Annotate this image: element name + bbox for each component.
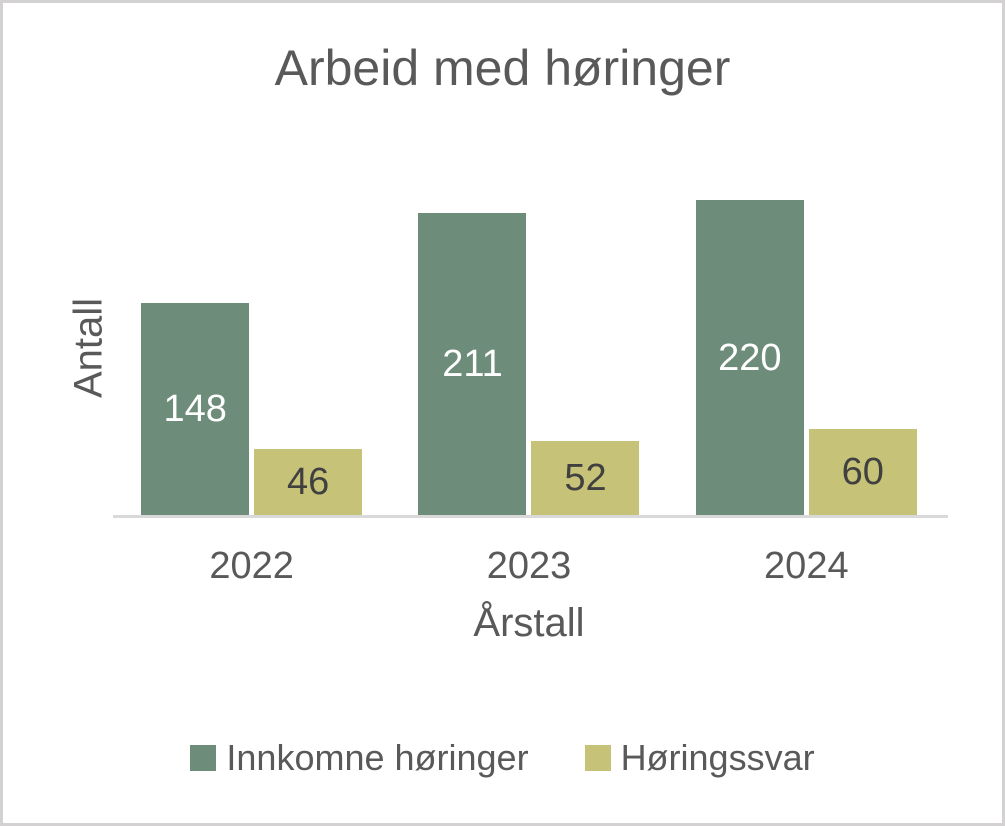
x-axis-line <box>113 515 948 518</box>
bar-value-label: 60 <box>841 451 884 493</box>
plot-area: 148 46 211 52 220 60 <box>113 3 945 515</box>
x-tick-2024: 2024 <box>764 545 849 587</box>
bar-group-2023: 211 52 <box>390 213 667 515</box>
bar-group-2024: 220 60 <box>668 200 945 515</box>
legend-swatch-icon <box>190 745 217 771</box>
x-tick-2023: 2023 <box>486 545 572 587</box>
x-tick-2022: 2022 <box>209 545 294 587</box>
bar-value-label: 211 <box>442 343 503 385</box>
chart-title: Arbeid med høringer <box>274 40 731 96</box>
legend: Innkomne høringer Høringssvar <box>3 737 1002 779</box>
bar-value-label: 220 <box>718 336 782 379</box>
bar-h-ringssvar-2023: 52 <box>531 441 640 515</box>
bar-value-label: 46 <box>287 461 330 503</box>
x-axis-ticks: 2022 2023 2024 <box>113 545 945 588</box>
x-axis-title: Årstall <box>473 601 585 645</box>
bar-innkomne-h-ringer-2022: 148 <box>141 303 250 515</box>
y-axis-title: Antall <box>66 297 111 399</box>
bar-value-label: 148 <box>163 388 227 430</box>
bar-h-ringssvar-2024: 60 <box>808 429 917 515</box>
legend-swatch-icon <box>584 745 611 771</box>
bar-h-ringssvar-2022: 46 <box>254 449 363 515</box>
legend-label: Innkomne høringer <box>226 737 529 778</box>
legend-item-h-ringssvar: Høringssvar <box>584 737 815 779</box>
bar-value-label: 52 <box>564 457 607 499</box>
legend-item-innkomne-h-ringer: Innkomne høringer <box>190 737 529 779</box>
bar-group-2022: 148 46 <box>113 303 390 515</box>
legend-label: Høringssvar <box>620 737 815 778</box>
bar-innkomne-h-ringer-2024: 220 <box>695 200 804 515</box>
bar-innkomne-h-ringer-2023: 211 <box>418 213 527 515</box>
